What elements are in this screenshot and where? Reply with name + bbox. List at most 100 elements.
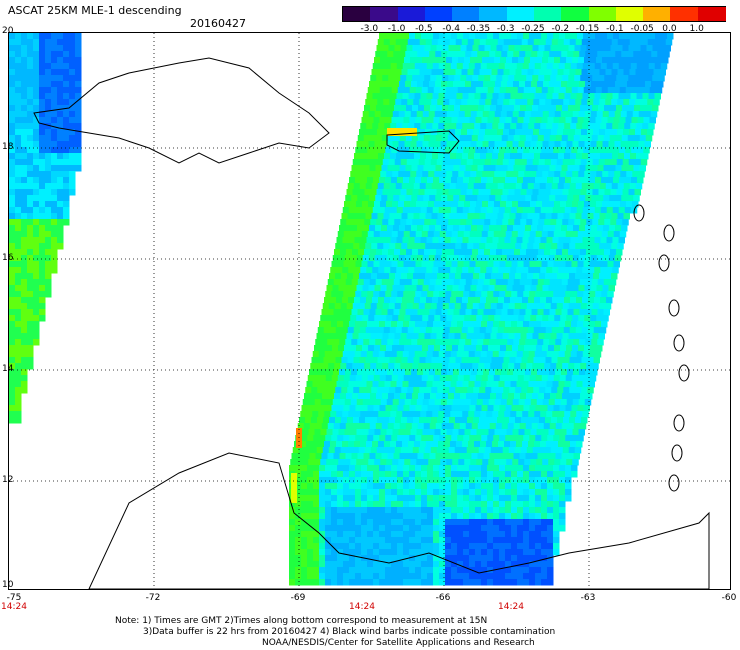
swath-cell — [630, 93, 637, 100]
swath-cell — [404, 285, 411, 292]
swath-cell — [63, 153, 70, 160]
swath-cell — [460, 363, 467, 370]
swath-cell — [459, 135, 467, 142]
swath-cell — [510, 63, 518, 70]
swath-cell — [574, 363, 581, 370]
swath-cell — [295, 549, 302, 556]
swath-cell — [456, 267, 463, 274]
swath-cell — [369, 165, 376, 172]
swath-cell — [445, 519, 452, 526]
swath-cell — [472, 447, 480, 454]
swath-cell — [438, 123, 445, 130]
swath-cell — [520, 363, 527, 370]
swath-cell — [336, 411, 343, 418]
swath-cell — [374, 459, 381, 466]
swath-cell — [496, 219, 503, 226]
swath-cell — [51, 165, 58, 172]
swath-cell — [406, 303, 414, 310]
swath-cell — [479, 327, 487, 334]
swath-cell — [351, 339, 358, 346]
swath-cell — [362, 171, 369, 178]
swath-cell — [576, 237, 583, 244]
swath-cell — [534, 351, 542, 358]
swath-cell — [404, 255, 412, 262]
swath-cell — [459, 309, 466, 316]
swath-cell — [417, 279, 425, 286]
swath-cell — [346, 333, 353, 340]
swath-cell — [399, 369, 406, 376]
swath-cell — [445, 405, 452, 412]
swath-cell — [515, 99, 522, 106]
swath-cell — [39, 273, 46, 280]
swath-cell — [368, 315, 375, 322]
swath-cell — [27, 339, 34, 346]
swath-cell — [613, 147, 620, 154]
swath-cell — [330, 411, 337, 418]
swath-cell — [480, 63, 488, 70]
swath-cell — [400, 303, 408, 310]
swath-cell — [589, 33, 596, 40]
swath-cell — [546, 153, 553, 160]
swath-cell — [63, 165, 70, 172]
swath-cell — [639, 135, 647, 142]
swath-cell — [373, 555, 380, 562]
swath-cell — [580, 45, 587, 52]
swath-cell — [467, 417, 474, 424]
swath-cell — [549, 81, 556, 88]
swath-cell — [448, 75, 455, 82]
swath-cell — [360, 297, 367, 304]
swath-cell — [390, 207, 398, 214]
swath-cell — [379, 579, 386, 586]
swath-cell — [476, 111, 484, 118]
swath-cell — [397, 495, 404, 502]
swath-cell — [571, 471, 578, 478]
swath-cell — [553, 543, 560, 550]
swath-cell — [625, 147, 632, 154]
swath-cell — [21, 153, 28, 160]
swath-cell — [567, 225, 574, 232]
swath-cell — [364, 159, 372, 166]
swath-cell — [465, 195, 472, 202]
swath-cell — [436, 363, 443, 370]
swath-cell — [462, 267, 469, 274]
swath-cell — [33, 315, 40, 322]
swath-cell — [450, 267, 457, 274]
swath-cell — [348, 441, 355, 448]
swath-cell — [333, 423, 341, 430]
swath-cell — [486, 93, 493, 100]
swath-cell — [15, 237, 22, 244]
swath-cell — [622, 189, 629, 196]
swath-cell — [446, 345, 453, 352]
swath-cell — [455, 273, 462, 280]
swath-cell — [39, 123, 46, 130]
swath-cell — [535, 531, 542, 538]
swath-cell — [436, 75, 443, 82]
swath-cell — [337, 525, 344, 532]
swath-cell — [447, 423, 455, 430]
swath-cell — [15, 345, 22, 352]
swath-cell — [21, 201, 28, 208]
swath-cell — [485, 387, 492, 394]
swath-cell — [423, 453, 430, 460]
swath-cell — [545, 417, 552, 424]
swath-cell — [495, 165, 502, 172]
swath-cell — [614, 57, 621, 64]
swath-cell — [511, 483, 518, 490]
swath-cell — [465, 51, 472, 58]
swath-cell — [445, 261, 452, 268]
swath-cell — [615, 165, 622, 172]
swath-cell — [391, 579, 398, 586]
swath-cell — [492, 411, 499, 418]
swath-cell — [377, 99, 384, 106]
swath-cell — [551, 387, 558, 394]
swath-cell — [523, 177, 530, 184]
swath-cell — [324, 381, 331, 388]
swath-cell — [529, 375, 537, 382]
swath-cell — [347, 417, 354, 424]
swath-cell — [409, 33, 416, 40]
swath-cell — [469, 471, 476, 478]
swath-cell — [556, 249, 563, 256]
swath-cell — [535, 513, 542, 520]
swath-cell — [476, 255, 484, 262]
swath-cell — [517, 291, 524, 298]
